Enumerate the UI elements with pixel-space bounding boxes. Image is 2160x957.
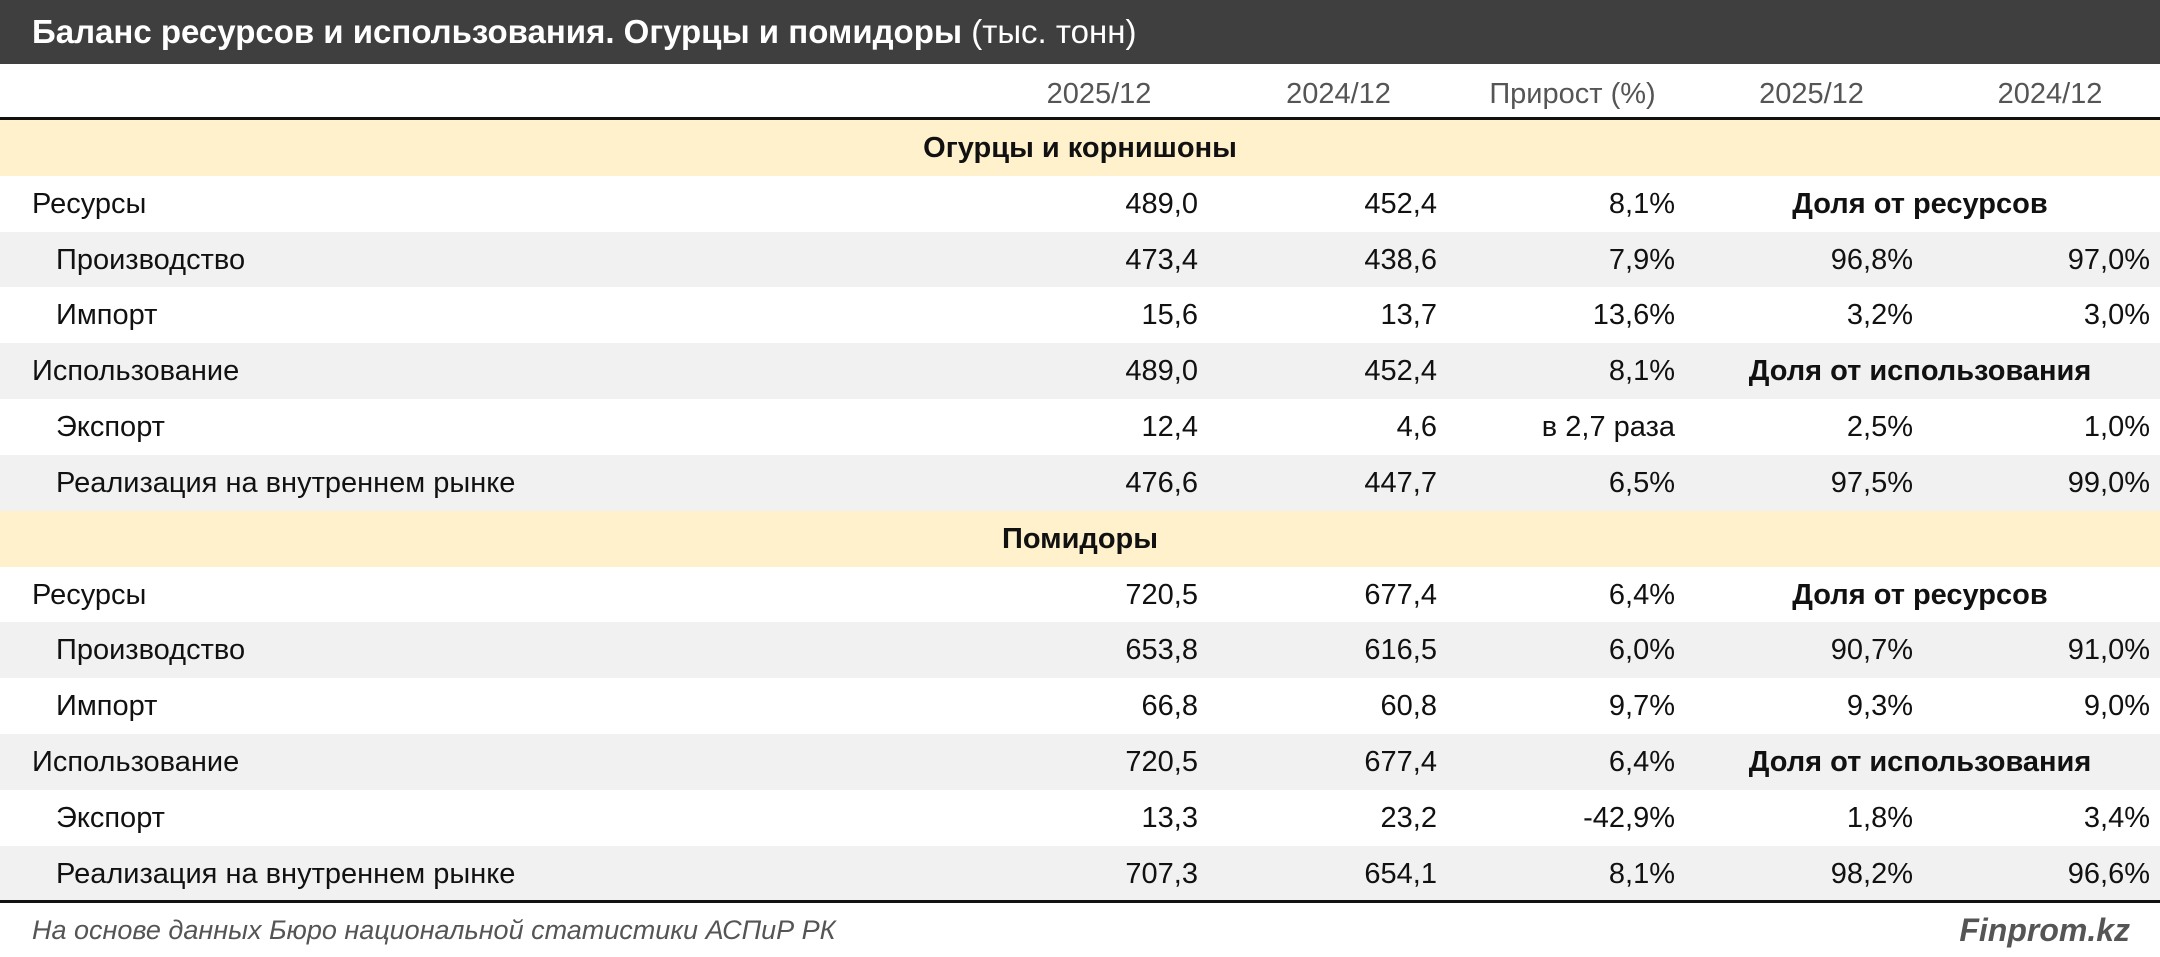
value-growth: 8,1% — [1608, 187, 1675, 220]
share-2024-12: 99,0% — [2067, 466, 2150, 499]
value-growth: 7,9% — [1608, 243, 1675, 276]
value-2025-12: 653,8 — [1125, 634, 1198, 667]
row-label: Использование — [32, 746, 240, 779]
table-row: Реализация на внутреннем рынке 707,3 654,1… — [0, 845, 2160, 902]
share-subheader: Доля от использования — [1748, 355, 2092, 388]
value-2024-12: 13,7 — [1380, 299, 1437, 332]
section-header-row: Помидоры — [0, 510, 2160, 567]
section-header-row: Огурцы и корнишоны — [0, 120, 2160, 176]
value-2025-12: 66,8 — [1141, 690, 1198, 723]
share-2024-12: 96,6% — [2067, 857, 2150, 890]
value-2024-12: 23,2 — [1380, 801, 1437, 834]
share-2024-12: 3,0% — [2083, 299, 2150, 332]
table-title-unit: (тыс. тонн) — [971, 13, 1137, 50]
value-2025-12: 15,6 — [1141, 299, 1198, 332]
brand-logo: Finprom.kz — [1959, 912, 2130, 948]
row-label: Реализация на внутреннем рынке — [56, 466, 516, 499]
table-row: Ресурсы 489,0 452,4 8,1% Доля от ресурсов — [0, 175, 2160, 232]
row-label: Производство — [56, 634, 246, 667]
share-2025-12: 97,5% — [1830, 466, 1913, 499]
value-growth: -42,9% — [1583, 801, 1675, 834]
share-2024-12: 91,0% — [2067, 634, 2150, 667]
value-growth: 9,7% — [1608, 690, 1675, 723]
value-2025-12: 12,4 — [1141, 411, 1198, 444]
value-2024-12: 438,6 — [1364, 243, 1437, 276]
value-2024-12: 616,5 — [1364, 634, 1437, 667]
value-2025-12: 720,5 — [1125, 578, 1198, 611]
share-subheader: Доля от ресурсов — [1792, 187, 2048, 220]
share-2025-12: 90,7% — [1830, 634, 1913, 667]
share-2024-12: 9,0% — [2083, 690, 2150, 723]
share-2024-12: 97,0% — [2067, 243, 2150, 276]
value-2024-12: 447,7 — [1364, 466, 1437, 499]
value-growth: 6,0% — [1608, 634, 1675, 667]
table-row: Экспорт 13,3 23,2 -42,9% 1,8% 3,4% — [0, 789, 2160, 846]
share-2025-12: 1,8% — [1846, 801, 1913, 834]
table-title: Баланс ресурсов и использования. Огурцы … — [0, 0, 2160, 64]
share-subheader: Доля от использования — [1748, 746, 2092, 779]
value-2024-12: 452,4 — [1364, 187, 1437, 220]
value-2025-12: 720,5 — [1125, 746, 1198, 779]
value-2024-12: 4,6 — [1396, 411, 1437, 444]
table-row: Производство 473,4 438,6 7,9% 96,8% 97,0% — [0, 231, 2160, 288]
row-label: Импорт — [56, 690, 158, 723]
table-row: Использование 489,0 452,4 8,1% Доля от испол… — [0, 343, 2160, 400]
value-2025-12: 489,0 — [1125, 355, 1198, 388]
table-row: Импорт 66,8 60,8 9,7% 9,3% 9,0% — [0, 678, 2160, 735]
table-row: Экспорт 12,4 4,6 в 2,7 раза 2,5% 1,0% — [0, 399, 2160, 456]
value-2024-12: 452,4 — [1364, 355, 1437, 388]
column-header-share-2025-12: 2025/12 — [1759, 78, 1864, 110]
row-label: Ресурсы — [32, 187, 147, 220]
value-2024-12: 60,8 — [1380, 690, 1437, 723]
value-2025-12: 476,6 — [1125, 466, 1198, 499]
value-2025-12: 489,0 — [1125, 187, 1198, 220]
row-label: Импорт — [56, 299, 158, 332]
value-growth: 6,4% — [1608, 746, 1675, 779]
column-header-share-2024-12: 2024/12 — [1997, 78, 2103, 110]
share-2024-12: 3,4% — [2083, 801, 2150, 834]
share-2024-12: 1,0% — [2083, 411, 2150, 444]
value-growth: 8,1% — [1608, 857, 1675, 890]
row-label: Использование — [32, 355, 240, 388]
value-2025-12: 707,3 — [1125, 857, 1198, 890]
row-label: Производство — [56, 243, 246, 276]
row-label: Ресурсы — [32, 578, 147, 611]
share-2025-12: 3,2% — [1846, 299, 1913, 332]
value-growth: 6,4% — [1608, 578, 1675, 611]
share-2025-12: 2,5% — [1846, 411, 1913, 444]
column-header-2024-12: 2024/12 — [1286, 78, 1391, 110]
column-header-2025-12: 2025/12 — [1046, 78, 1152, 110]
table-title-main: Баланс ресурсов и использования. Огурцы … — [32, 13, 963, 50]
table-row: Импорт 15,6 13,7 13,6% 3,2% 3,0% — [0, 287, 2160, 344]
value-2024-12: 677,4 — [1364, 578, 1437, 611]
table-row: Реализация на внутреннем рынке 476,6 447,7… — [0, 454, 2160, 511]
source-note: На основе данных Бюро национальной стати… — [32, 915, 836, 945]
share-2025-12: 9,3% — [1846, 690, 1913, 723]
table-row: Производство 653,8 616,5 6,0% 90,7% 91,0% — [0, 622, 2160, 679]
value-2024-12: 677,4 — [1364, 746, 1437, 779]
row-label: Реализация на внутреннем рынке — [56, 857, 516, 890]
column-header-growth: Прирост (%) — [1489, 78, 1656, 110]
value-2025-12: 13,3 — [1141, 801, 1198, 834]
table-row: Ресурсы 720,5 677,4 6,4% Доля от ресурсов — [0, 566, 2160, 623]
share-2025-12: 96,8% — [1830, 243, 1913, 276]
value-growth: 13,6% — [1592, 299, 1675, 332]
share-subheader: Доля от ресурсов — [1792, 578, 2048, 611]
footer: На основе данных Бюро национальной стати… — [0, 900, 2160, 957]
value-2024-12: 654,1 — [1364, 857, 1437, 890]
table-row: Использование 720,5 677,4 6,4% Доля от испол… — [0, 734, 2160, 791]
value-growth: 6,5% — [1608, 466, 1675, 499]
column-header-row: 2025/12 2024/12 Прирост (%) 2025/12 2024… — [0, 64, 2160, 120]
value-growth: 8,1% — [1608, 355, 1675, 388]
value-growth: в 2,7 раза — [1541, 411, 1675, 444]
share-2025-12: 98,2% — [1830, 857, 1913, 890]
value-2025-12: 473,4 — [1125, 243, 1198, 276]
row-label: Экспорт — [56, 801, 165, 834]
row-label: Экспорт — [56, 411, 165, 444]
